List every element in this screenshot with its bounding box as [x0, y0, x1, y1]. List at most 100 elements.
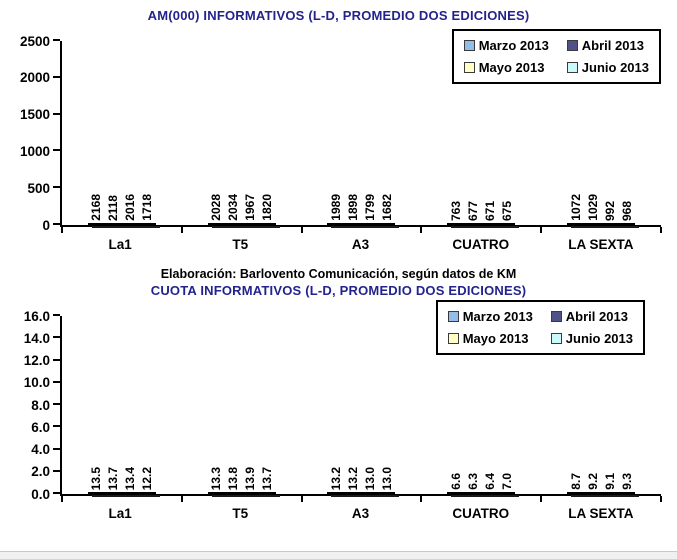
bar-abril: 1898: [344, 194, 362, 225]
bar-junio: 1820: [258, 194, 276, 225]
bar-value-label: 1820: [260, 194, 275, 221]
legend-item: Junio 2013: [550, 331, 633, 346]
bar-group-a3: 13.2 13.2 13.0 13.0: [302, 467, 422, 494]
bar-group-la1: 13.5 13.7 13.4 12.2: [62, 467, 182, 494]
bar-abril: 6.3: [464, 473, 482, 494]
bar-value-label: 992: [602, 200, 617, 221]
cuota-chart-section: CUOTA INFORMATIVOS (L-D, PROMEDIO DOS ED…: [0, 281, 677, 521]
category-label: CUATRO: [452, 506, 510, 521]
bar-abril: 9.2: [584, 473, 602, 494]
y-axis-tick: [53, 39, 60, 41]
legend-color-swatch: [566, 62, 578, 73]
bar-marzo: 2028: [207, 194, 225, 225]
legend-item: Junio 2013: [566, 60, 649, 75]
bar-mayo: 992: [601, 201, 619, 225]
bar-mayo: 6.4: [481, 473, 499, 494]
y-axis-tick: [53, 403, 60, 405]
bar-value-label: 6.3: [465, 473, 480, 490]
bar-junio: 7.0: [498, 473, 516, 494]
category-label: T5: [232, 237, 249, 252]
category-axis: La1 T5 A3 CUATRO LA SEXTA: [60, 506, 661, 521]
bar-marzo: 1072: [567, 194, 585, 225]
am-chart-body: 0 500 1000 1500 2000 2500 2168 2118 2016 1718 2028…: [20, 25, 662, 252]
bar-abril: 2118: [104, 195, 122, 225]
am-chart-section: AM(000) INFORMATIVOS (L-D, PROMEDIO DOS …: [0, 0, 677, 252]
category-label: La1: [108, 237, 132, 252]
bar-abril: 13.2: [344, 467, 362, 494]
bar-value-label: 13.8: [226, 466, 241, 490]
legend: Marzo 2013 Abril 2013 Mayo 2013 Junio 2013: [451, 29, 661, 84]
bar-junio: 675: [498, 201, 516, 225]
bar-junio: 13.7: [258, 467, 276, 494]
y-axis-tick: [53, 75, 60, 78]
bar-value-label: 12.2: [140, 466, 155, 490]
legend-label: Marzo 2013: [462, 309, 533, 324]
bar-value-label: 2028: [209, 194, 224, 221]
bar-value-label: 7.0: [499, 473, 514, 490]
x-axis-tick: [61, 496, 63, 502]
legend-label: Abril 2013: [565, 309, 628, 324]
am-chart-title: AM(000) INFORMATIVOS (L-D, PROMEDIO DOS …: [147, 8, 530, 23]
bar-value-label: 9.1: [602, 473, 617, 490]
x-axis-tick: [420, 227, 423, 233]
y-axis-label: 6.0: [31, 419, 50, 435]
bar-value-label: 1967: [243, 194, 258, 221]
bar-value-label: 671: [482, 200, 497, 221]
y-axis-label: 4.0: [31, 441, 50, 457]
x-axis-tick: [300, 496, 303, 502]
legend-item: Marzo 2013: [447, 309, 533, 324]
bar-value-label: 2034: [226, 194, 241, 221]
legend-color-swatch: [550, 311, 562, 322]
bar-value-label: 1682: [379, 194, 394, 221]
bar-value-label: 13.5: [89, 466, 104, 490]
legend-color-swatch: [463, 40, 475, 51]
bar-junio: 1682: [378, 194, 396, 225]
bar-mayo: 2016: [121, 194, 139, 225]
bar-value-label: 13.9: [243, 466, 258, 490]
y-axis-label: 2500: [19, 33, 50, 49]
category-label: A3: [351, 237, 370, 252]
bar-abril: 1029: [584, 194, 602, 225]
y-axis-label: 8.0: [31, 397, 50, 413]
cuota-chart-body: 0.0 2.0 4.0 6.0 8.0 10.0 12.0 14.0 16.0 13.5 13.7 1…: [24, 300, 662, 521]
bar-value-label: 13.2: [345, 466, 360, 490]
category-label: CUATRO: [452, 237, 510, 252]
plot-area: 0.0 2.0 4.0 6.0 8.0 10.0 12.0 14.0 16.0 13.5 13.7 1…: [24, 309, 662, 502]
category-axis: La1 T5 A3 CUATRO LA SEXTA: [60, 237, 661, 252]
legend-label: Junio 2013: [565, 331, 633, 346]
bar-marzo: 13.5: [87, 467, 105, 494]
bar-value-label: 13.4: [123, 466, 138, 490]
legend-color-swatch: [447, 333, 459, 344]
bar-abril: 13.7: [104, 467, 122, 494]
bar-abril: 2034: [224, 194, 242, 225]
legend-label: Abril 2013: [581, 38, 644, 53]
bar-group-a3: 1989 1898 1799 1682: [302, 194, 422, 225]
bar-junio: 1718: [138, 194, 156, 225]
bar-group-la-sexta: 1072 1029 992 968: [541, 194, 661, 225]
bar-junio: 968: [618, 201, 636, 225]
y-axis-tick: [53, 186, 60, 189]
y-axis-tick: [53, 358, 60, 361]
bar-value-label: 13.3: [209, 466, 224, 490]
bar-group-t5: 13.3 13.8 13.9 13.7: [182, 467, 302, 494]
bar-groups: 2168 2118 2016 1718 2028 2034 1967 1820 1989 1898…: [62, 41, 661, 225]
category-label: A3: [351, 506, 370, 521]
y-axis-label: 10.0: [23, 375, 50, 390]
y-axis-label: 1500: [19, 106, 50, 122]
y-axis-tick: [53, 469, 60, 472]
y-axis-label: 0: [42, 217, 50, 233]
x-axis-tick: [660, 496, 662, 502]
y-axis-tick: [53, 425, 60, 428]
bar-marzo: 1989: [327, 194, 345, 225]
y-axis-tick: [53, 447, 60, 450]
source-note: Elaboración: Barlovento Comunicación, se…: [160, 267, 517, 281]
category-label: LA SEXTA: [568, 237, 634, 252]
x-axis-tick: [420, 496, 423, 502]
legend: Marzo 2013 Abril 2013 Mayo 2013 Junio 2013: [435, 300, 645, 355]
bar-value-label: 1718: [140, 194, 155, 221]
bar-group-la-sexta: 8.7 9.2 9.1 9.3: [541, 473, 661, 494]
bar-value-label: 6.4: [482, 473, 497, 490]
bar-value-label: 763: [448, 200, 463, 221]
bar-mayo: 671: [481, 201, 499, 225]
bar-value-label: 6.6: [448, 473, 463, 490]
